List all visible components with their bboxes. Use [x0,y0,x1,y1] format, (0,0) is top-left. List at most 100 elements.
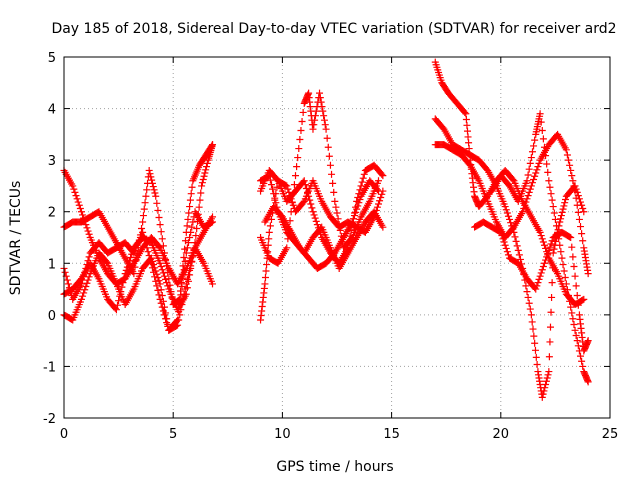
data-point [331,197,339,205]
data-point [568,243,576,251]
data-point [77,280,85,288]
data-point [528,318,536,326]
data-point [522,282,530,290]
data-point [528,179,536,187]
data-point [150,186,158,194]
data-point [157,228,165,236]
data-point [314,224,322,232]
data-point [270,190,278,198]
data-point [579,362,587,370]
data-point [184,277,192,285]
data-point [198,179,206,187]
x-tick-label: 0 [60,427,68,442]
data-point [528,148,536,156]
data-point [283,182,291,190]
data-point [158,292,166,300]
data-point [151,189,159,197]
data-point [540,143,548,151]
data-point [565,156,573,164]
data-point [526,305,534,313]
y-tick-label: 1 [48,257,56,272]
data-point [534,279,542,287]
data-point [189,218,197,226]
data-point [70,185,78,193]
data-point [178,282,186,290]
data-point [350,212,358,220]
data-point [262,267,270,275]
data-point [179,262,187,270]
data-point [324,143,332,151]
data-point [305,192,313,200]
data-point [156,295,164,303]
data-point [176,299,184,307]
data-point [524,293,532,301]
data-point [566,297,574,305]
data-point [299,199,307,207]
data-point [83,261,91,269]
data-point [287,208,295,216]
data-point [309,125,317,133]
data-point [83,279,91,287]
data-point [571,272,579,280]
data-point [265,235,273,243]
data-point [330,188,338,196]
data-point [165,275,173,283]
data-point [538,393,546,401]
data-point [577,198,585,206]
data-point [282,181,290,189]
data-point [162,275,170,283]
data-point [163,319,171,327]
data-point [65,284,73,292]
y-tick-label: -1 [43,360,56,375]
data-point [544,371,552,379]
data-point [579,237,587,245]
data-point [525,299,533,307]
data-point [552,222,560,230]
data-point [311,214,319,222]
data-point [542,377,550,385]
data-point [183,244,191,252]
data-point [545,353,553,361]
data-point [531,136,539,144]
data-point [527,154,535,162]
data-point [379,223,387,231]
data-point [352,208,360,216]
data-point [504,251,512,259]
data-point [85,230,93,238]
data-point [158,235,166,243]
data-point [548,293,556,301]
data-point [155,214,163,222]
data-point [317,230,325,238]
data-point [200,172,208,180]
data-point [577,223,585,231]
data-point [554,228,562,236]
data-point [77,208,85,216]
data-point [313,221,321,229]
data-point [75,201,83,209]
data-point [186,203,194,211]
data-point [80,289,88,297]
data-point [565,292,573,300]
data-point [180,266,188,274]
data-point [84,257,92,265]
y-tick-label: -2 [43,412,56,427]
data-point [326,161,334,169]
data-point [164,282,172,290]
data-point [293,163,301,171]
data-point [511,233,519,241]
data-point [548,196,556,204]
data-point [155,243,163,251]
data-point [549,249,557,257]
data-point [379,172,387,180]
data-point [151,273,159,281]
data-point [148,264,156,272]
data-point [546,243,554,251]
data-point [172,317,180,325]
data-point [574,208,582,216]
data-point [162,315,170,323]
data-point [311,112,319,120]
data-point [584,270,592,278]
data-point [141,236,149,244]
series-track-15 [488,110,592,386]
data-point [567,234,575,241]
